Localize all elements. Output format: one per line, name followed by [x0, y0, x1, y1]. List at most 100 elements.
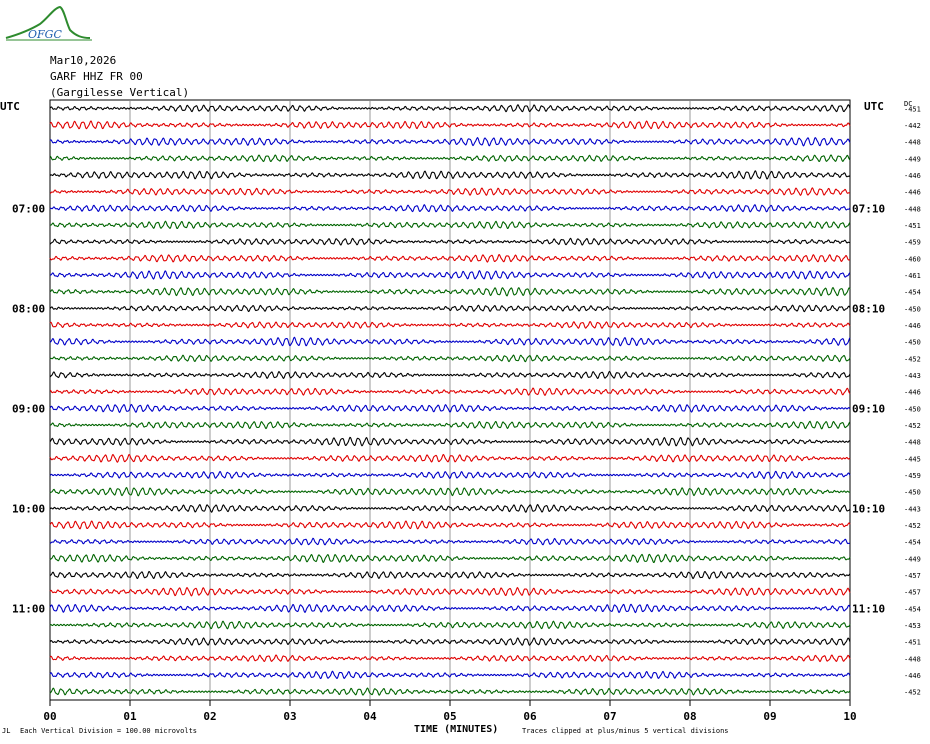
trace-line: [49, 254, 851, 263]
seismic-traces: [49, 104, 851, 696]
right-axis-title: UTC: [864, 100, 884, 113]
dc-offset-label: -446: [904, 389, 921, 397]
trace-line: [49, 204, 851, 213]
trace-line: [49, 370, 851, 380]
dc-offset-label: -448: [904, 205, 921, 213]
left-hour-label: 10:00: [12, 502, 45, 515]
dc-offset-label: -457: [904, 572, 921, 580]
x-axis-ticks: 00 01 02 03 04 05 06 07 08 09 10: [43, 700, 857, 723]
trace-line: [49, 304, 851, 313]
dc-offset-label: -451: [904, 639, 921, 647]
trace-line: [49, 620, 851, 630]
dc-offset-label: -449: [904, 555, 921, 563]
dc-offset-label: -457: [904, 589, 921, 597]
dc-offset-label: -446: [904, 172, 921, 180]
trace-line: [49, 503, 851, 513]
left-hour-labels: 07:00 08:00 09:00 10:00 11:00: [12, 202, 45, 615]
x-tick-label: 01: [123, 710, 137, 723]
right-hour-label: 07:10: [852, 202, 885, 215]
trace-line: [49, 286, 851, 297]
trace-line: [49, 420, 851, 430]
trace-line: [49, 387, 851, 397]
trace-line: [49, 320, 851, 329]
trace-line: [49, 436, 851, 447]
dc-offset-label: -442: [904, 122, 921, 130]
dc-offset-label: -452: [904, 422, 921, 430]
dc-offset-label: -443: [904, 372, 921, 380]
left-hour-label: 08:00: [12, 302, 45, 315]
dc-offset-label: -454: [904, 289, 921, 297]
dc-offset-label: -454: [904, 539, 921, 547]
trace-line: [49, 154, 851, 163]
dc-offset-label: -446: [904, 672, 921, 680]
dc-offset-label: -446: [904, 322, 921, 330]
trace-line: [49, 687, 851, 696]
vertical-gridlines: [129, 100, 771, 700]
x-tick-label: 05: [443, 710, 456, 723]
dc-offset-label: -459: [904, 472, 921, 480]
trace-line: [49, 403, 851, 414]
x-tick-label: 02: [203, 710, 216, 723]
trace-line: [49, 553, 851, 564]
x-tick-label: 09: [763, 710, 776, 723]
dc-offset-label: -450: [904, 489, 921, 497]
right-hour-label: 11:10: [852, 602, 885, 615]
ofgc-logo: OFGC: [5, 5, 92, 41]
dc-offset-label: -452: [904, 689, 921, 697]
dc-offset-label: -451: [904, 222, 921, 230]
trace-line: [49, 136, 851, 147]
right-hour-labels: 07:10 08:10 09:10 10:10 11:10: [852, 202, 885, 615]
trace-line: [49, 603, 851, 614]
trace-line: [49, 336, 851, 347]
x-tick-label: 03: [283, 710, 296, 723]
left-hour-label: 11:00: [12, 602, 45, 615]
dc-offset-label: -451: [904, 105, 921, 113]
x-tick-label: 07: [603, 710, 616, 723]
header-date: Mar10,2026: [50, 54, 116, 67]
dc-offset-label: -446: [904, 189, 921, 197]
trace-line: [49, 670, 851, 680]
trace-line: [49, 220, 851, 230]
trace-line: [49, 170, 851, 180]
trace-line: [49, 586, 851, 597]
left-hour-label: 07:00: [12, 202, 45, 215]
trace-line: [49, 104, 851, 113]
dc-offset-label: -449: [904, 155, 921, 163]
footer-division: Each Vertical Division = 100.00 microvol…: [20, 727, 197, 735]
trace-line: [49, 187, 851, 197]
right-hour-label: 09:10: [852, 402, 885, 415]
dc-offset-label: -454: [904, 605, 921, 613]
x-tick-label: 08: [683, 710, 696, 723]
dc-offset-label: -448: [904, 439, 921, 447]
footer-mark: JL: [2, 727, 10, 735]
dc-offset-label: -459: [904, 239, 921, 247]
x-tick-label: 10: [843, 710, 856, 723]
dc-offset-label: -450: [904, 405, 921, 413]
dc-offset-label: -445: [904, 455, 921, 463]
trace-line: [49, 654, 851, 663]
trace-line: [49, 570, 851, 580]
logo-text: OFGC: [28, 28, 62, 41]
left-axis-title: UTC: [0, 100, 20, 113]
trace-line: [49, 486, 851, 497]
dc-offset-label: -448: [904, 655, 921, 663]
dc-offset-label: -452: [904, 522, 921, 530]
trace-line: [49, 120, 851, 130]
header-channel: GARF HHZ FR 00: [50, 70, 143, 83]
dc-offset-labels: -451 -442 -448 -449 -446 -446 -448 -451 -459 -460…: [904, 105, 921, 696]
dc-offset-label: -452: [904, 355, 921, 363]
trace-line: [49, 637, 851, 646]
trace-line: [49, 237, 851, 246]
trace-line: [49, 354, 851, 363]
dc-offset-label: -460: [904, 255, 921, 263]
footer-clip-note: Traces clipped at plus/minus 5 vertical …: [522, 727, 729, 735]
dc-offset-label: -461: [904, 272, 921, 280]
x-axis-label: TIME (MINUTES): [414, 724, 498, 735]
trace-line: [49, 537, 851, 546]
trace-line: [49, 453, 851, 463]
dc-offset-label: -450: [904, 305, 921, 313]
x-tick-label: 06: [523, 710, 537, 723]
trace-line: [49, 470, 851, 480]
x-tick-label: 00: [43, 710, 56, 723]
